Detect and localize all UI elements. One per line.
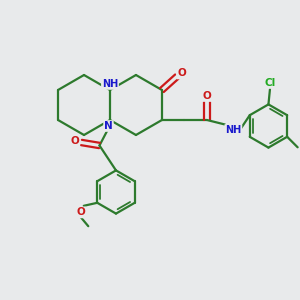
Text: O: O — [76, 207, 85, 218]
Text: NH: NH — [102, 79, 118, 89]
Text: O: O — [177, 68, 186, 79]
Text: O: O — [202, 91, 211, 101]
Text: Cl: Cl — [264, 78, 276, 88]
Text: N: N — [104, 121, 113, 131]
Text: O: O — [70, 136, 79, 146]
Text: NH: NH — [225, 125, 242, 135]
